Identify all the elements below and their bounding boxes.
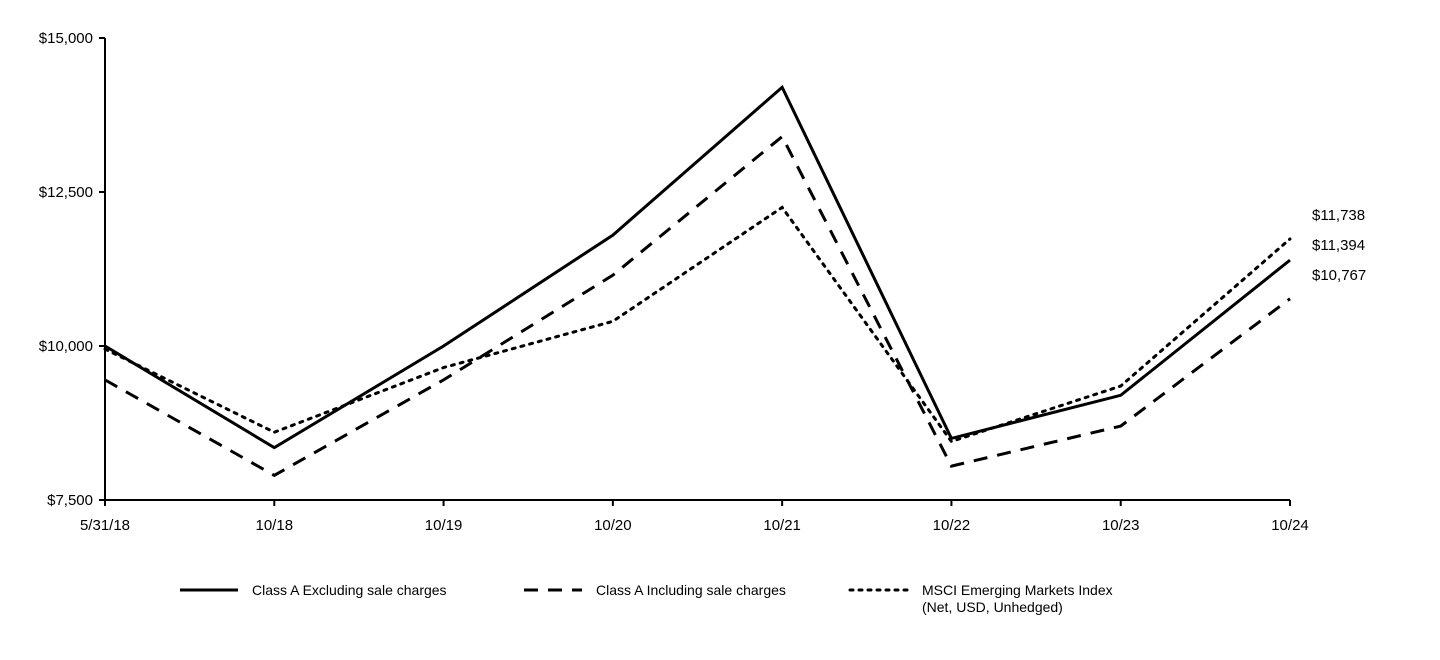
series-line-0 xyxy=(105,87,1290,447)
y-tick-label: $12,500 xyxy=(39,184,93,201)
x-tick-label: 10/21 xyxy=(763,517,801,534)
y-tick-label: $7,500 xyxy=(47,492,93,509)
x-tick-label: 10/22 xyxy=(933,517,971,534)
y-tick-label: $10,000 xyxy=(39,338,93,355)
x-tick-label: 10/23 xyxy=(1102,517,1140,534)
x-tick-label: 5/31/18 xyxy=(80,517,130,534)
x-tick-label: 10/18 xyxy=(256,517,294,534)
series-end-label: $10,767 xyxy=(1312,267,1366,284)
series-end-label: $11,738 xyxy=(1312,207,1365,224)
x-tick-label: 10/20 xyxy=(594,517,632,534)
growth-chart: $7,500 $10,000 $12,500 $15,000 5/31/18 10/18 1… xyxy=(0,0,1440,660)
legend-label: Class A Excluding sale charges xyxy=(252,582,447,598)
series-line-1 xyxy=(105,137,1290,476)
legend-label: MSCI Emerging Markets Index(Net, USD, Un… xyxy=(922,582,1113,615)
x-tick-label: 10/24 xyxy=(1271,517,1309,534)
series-end-label: $11,394 xyxy=(1312,237,1365,254)
x-tick-label: 10/19 xyxy=(425,517,463,534)
legend-label: Class A Including sale charges xyxy=(596,582,786,598)
series-line-2 xyxy=(105,207,1290,441)
y-tick-label: $15,000 xyxy=(39,30,93,47)
